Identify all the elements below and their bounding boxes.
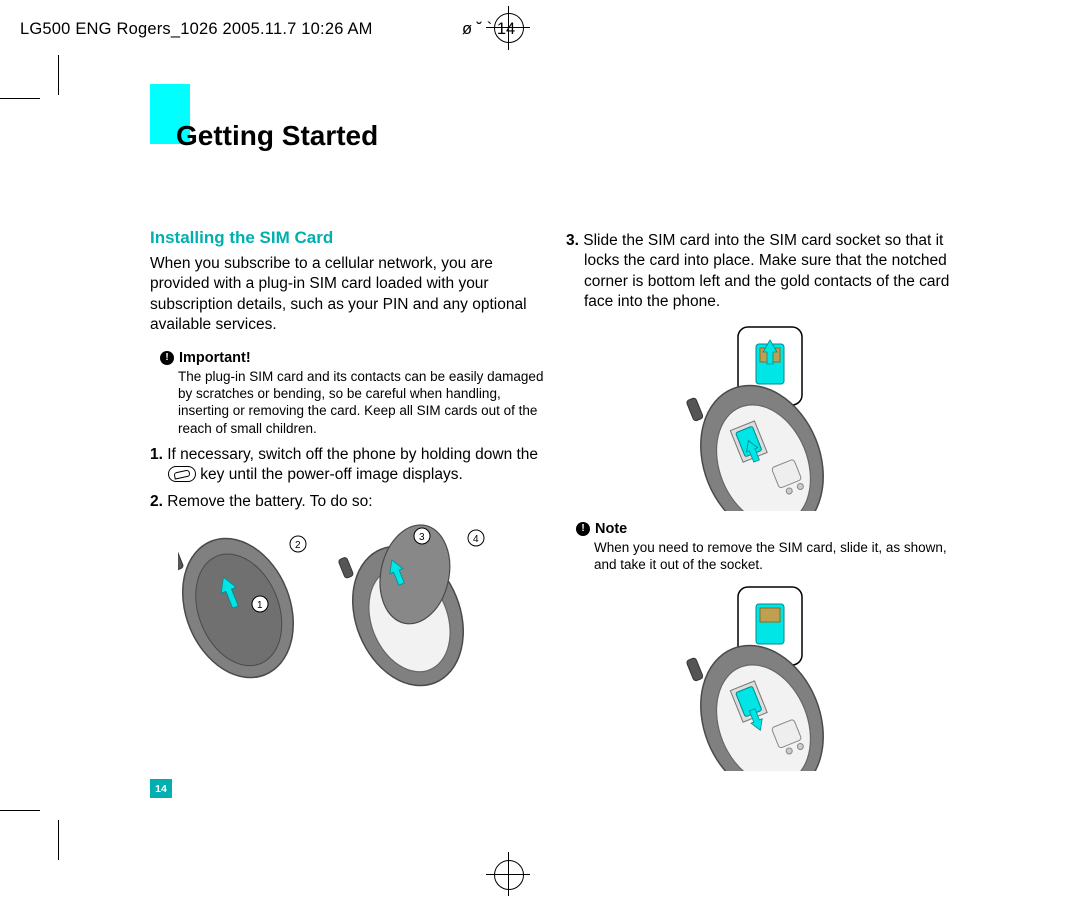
sim-remove-illustration bbox=[634, 581, 894, 771]
crop-mark bbox=[0, 810, 40, 811]
section-title: Getting Started bbox=[176, 120, 378, 152]
note-label-text: Note bbox=[595, 521, 627, 537]
registration-mark-icon bbox=[494, 13, 524, 43]
crop-mark bbox=[58, 820, 59, 860]
important-label-text: Important! bbox=[179, 350, 251, 366]
important-body: The plug-in SIM card and its contacts ca… bbox=[178, 368, 546, 437]
page-number: 14 bbox=[150, 779, 172, 798]
step-3-text: Slide the SIM card into the SIM card soc… bbox=[579, 232, 949, 310]
intro-paragraph: When you subscribe to a cellular network… bbox=[150, 254, 546, 336]
note-body: When you need to remove the SIM card, sl… bbox=[594, 539, 962, 574]
crop-mark bbox=[0, 98, 40, 99]
step-1-text-b: key until the power-off image displays. bbox=[196, 466, 463, 483]
step-1-number: 1. bbox=[150, 446, 163, 463]
step-1: 1. If necessary, switch off the phone by… bbox=[150, 445, 546, 486]
step-2: 2. Remove the battery. To do so: bbox=[150, 492, 546, 512]
end-key-icon bbox=[168, 466, 196, 482]
note-callout-label: ! Note bbox=[576, 521, 627, 537]
alert-icon: ! bbox=[160, 351, 174, 365]
right-column: 3. Slide the SIM card into the SIM card … bbox=[566, 225, 962, 775]
left-column: Installing the SIM Card When you subscri… bbox=[150, 228, 546, 694]
step-3-number: 3. bbox=[566, 232, 579, 249]
subheading-installing-sim: Installing the SIM Card bbox=[150, 228, 546, 248]
step-2-number: 2. bbox=[150, 493, 163, 510]
sim-insert-illustration bbox=[634, 321, 894, 511]
step-2-text: Remove the battery. To do so: bbox=[163, 493, 373, 510]
crop-mark bbox=[58, 55, 59, 95]
important-callout-label: ! Important! bbox=[160, 350, 251, 366]
step-3: 3. Slide the SIM card into the SIM card … bbox=[566, 231, 962, 313]
registration-mark-icon bbox=[508, 6, 509, 50]
diagram-number-4: 4 bbox=[473, 534, 479, 545]
alert-icon: ! bbox=[576, 522, 590, 536]
diagram-number-2: 2 bbox=[295, 540, 301, 551]
step-1-text-a: If necessary, switch off the phone by ho… bbox=[163, 446, 538, 463]
diagram-number-1: 1 bbox=[257, 600, 263, 611]
file-stamp: LG500 ENG Rogers_1026 2005.11.7 10:26 AM bbox=[20, 20, 373, 39]
registration-mark-icon bbox=[508, 852, 509, 896]
battery-removal-illustration: 1 2 3 4 bbox=[178, 520, 518, 690]
registration-mark-icon bbox=[494, 860, 524, 890]
diagram-number-3: 3 bbox=[419, 532, 425, 543]
